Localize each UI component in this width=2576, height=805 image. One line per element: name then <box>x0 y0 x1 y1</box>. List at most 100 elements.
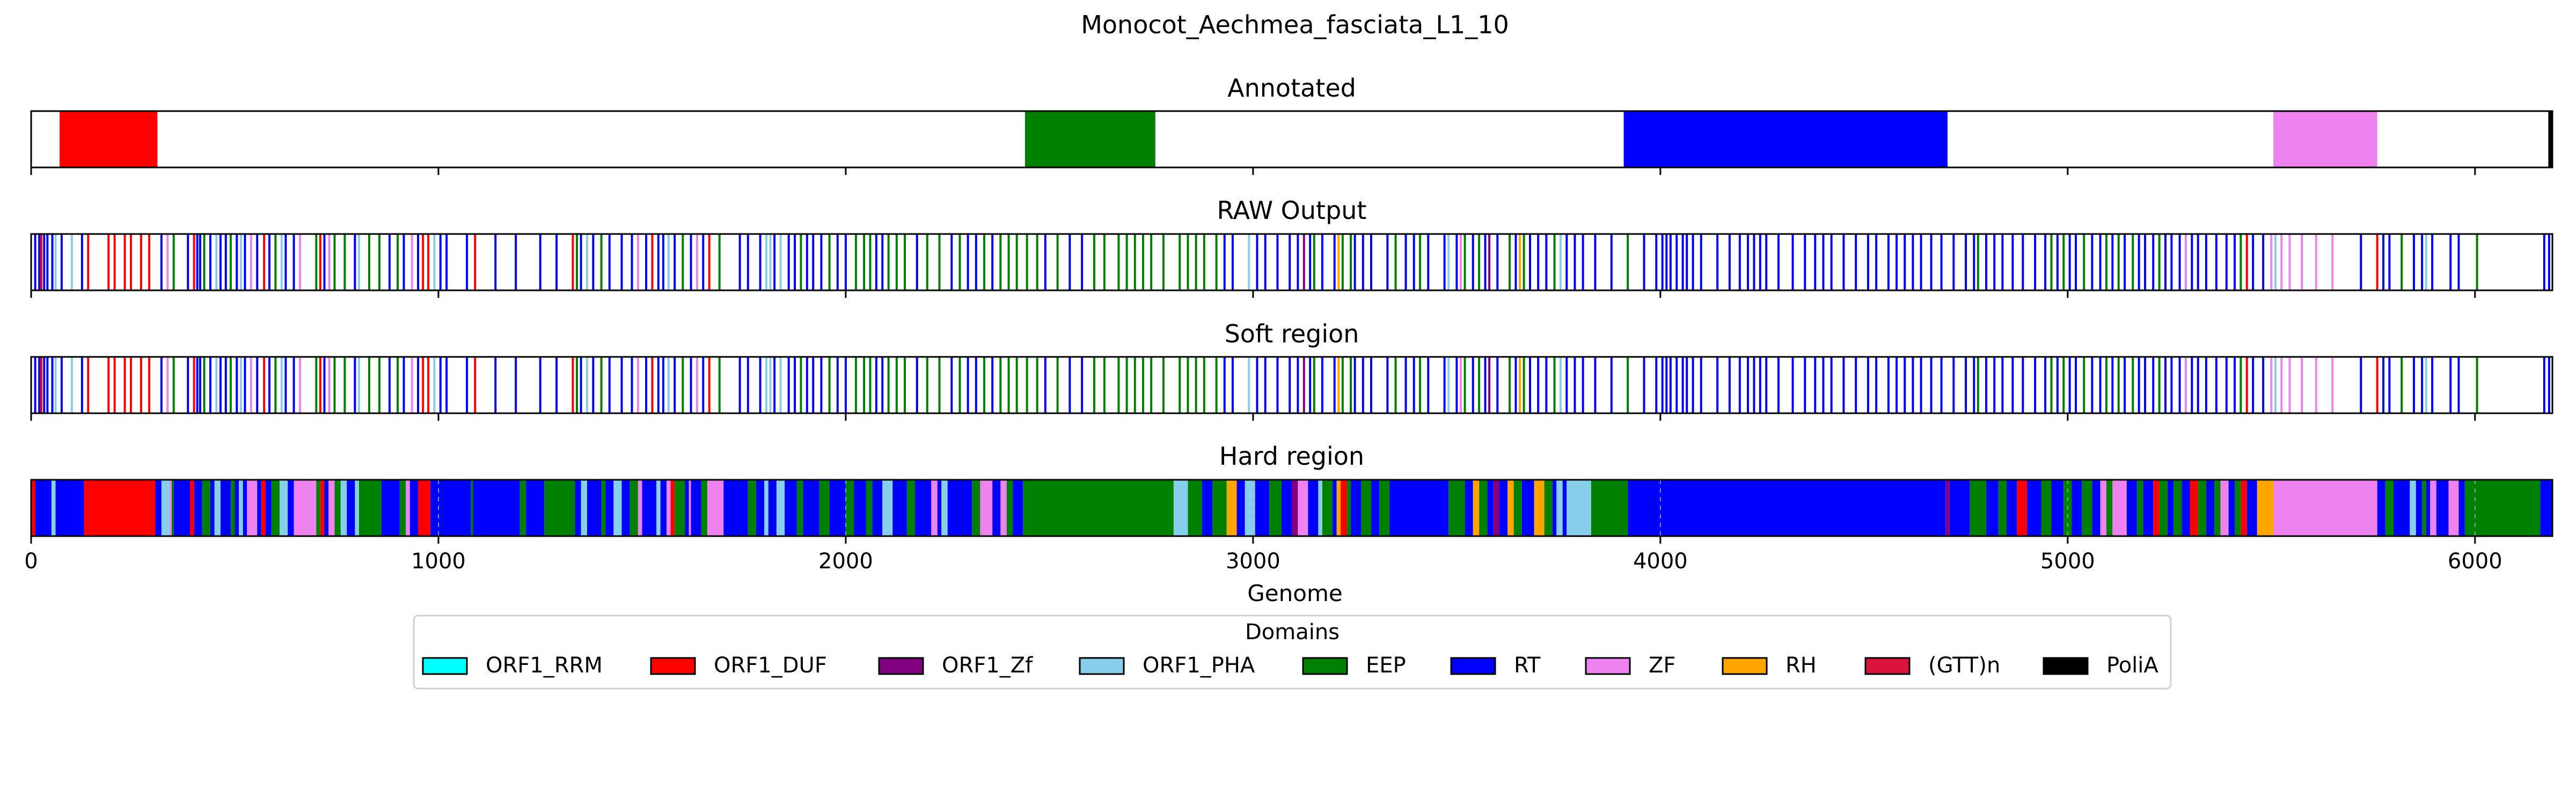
segment-rt <box>288 480 294 536</box>
segment-orf1-duf <box>60 111 158 167</box>
legend-label: (GTT)n <box>1928 653 2000 678</box>
figure-title: Monocot_Aechmea_fasciata_L1_10 <box>1081 10 1509 39</box>
legend-item-orf1-zf: ORF1_Zf <box>878 653 1033 678</box>
segment-orf1-duf <box>670 480 675 536</box>
segment-rt <box>2394 480 2410 536</box>
legend-item-rh: RH <box>1722 653 1817 678</box>
track-title: Hard region <box>1219 442 1364 471</box>
segment-orf1-duf <box>31 480 35 536</box>
segment-eep <box>271 480 280 536</box>
segment-eep <box>1479 480 1488 536</box>
legend-label: RT <box>1514 653 1541 678</box>
segment-rt <box>2051 480 2064 536</box>
segment-orf1-pha <box>51 480 56 536</box>
segment-rt <box>2540 480 2552 536</box>
segment-eep <box>2198 480 2206 536</box>
segment-eep <box>819 480 830 536</box>
segment-eep <box>1998 480 2007 536</box>
segment-rt <box>660 480 667 536</box>
legend-item-zf: ZF <box>1585 653 1675 678</box>
segment-eep <box>2174 480 2182 536</box>
segment-rt <box>768 480 777 536</box>
segment-eep <box>2136 480 2143 536</box>
segment-orf1-pha <box>1245 480 1255 536</box>
segment-eep <box>1212 480 1227 536</box>
legend-swatch <box>1864 657 1911 675</box>
legend-swatch <box>422 657 468 675</box>
legend-swatch <box>1302 657 1348 675</box>
legend-item-orf1-duf: ORF1_DUF <box>650 653 827 678</box>
x-tick-label: 3000 <box>1226 549 1280 574</box>
segment-rt <box>2126 480 2137 536</box>
legend-title: Domains <box>1245 620 1340 645</box>
segment-rt <box>1013 480 1023 536</box>
segment-zf <box>2430 480 2436 536</box>
segment-orf1-pha <box>613 480 622 536</box>
segment-rt <box>2092 480 2101 536</box>
segment-eep <box>2082 480 2092 536</box>
segment-rt <box>829 480 846 536</box>
legend-label: RH <box>1785 653 1817 678</box>
segment-zf <box>1000 480 1007 536</box>
segment-rt <box>526 480 545 536</box>
segment-rt <box>785 480 797 536</box>
segment-rt <box>257 480 261 536</box>
segment-eep <box>230 480 235 536</box>
segment-rt <box>55 480 84 536</box>
x-tick-label: 2000 <box>818 549 873 574</box>
segment-rt <box>2246 480 2257 536</box>
segment-orf1-zf <box>1493 480 1500 536</box>
segment-rt <box>2143 480 2154 536</box>
segment-orf1-duf <box>2153 480 2160 536</box>
segment-orf1-duf <box>2241 480 2247 536</box>
x-tick-label: 1000 <box>411 549 466 574</box>
segment-rt <box>1202 480 1213 536</box>
segment-rt <box>1628 480 1946 536</box>
legend-swatch <box>878 657 924 675</box>
legend-item-orf1-pha: ORF1_PHA <box>1079 653 1255 678</box>
legend-swatch <box>1450 657 1496 675</box>
segment-orf1-pha <box>2410 480 2416 536</box>
segment-orf1-duf <box>1341 480 1347 536</box>
segment-orf1-duf <box>2016 480 2027 536</box>
segment-rt <box>243 480 247 536</box>
segment-rt <box>430 480 471 536</box>
segment-eep <box>316 480 320 536</box>
segment-rt <box>1282 480 1292 536</box>
segment-eep <box>1591 480 1628 536</box>
segment-zf <box>1298 480 1308 536</box>
segment-eep <box>399 480 406 536</box>
segment-rt <box>210 480 215 536</box>
x-tick-label: 0 <box>24 549 38 574</box>
segment-orf1-pha <box>161 480 170 536</box>
segment-rt <box>621 480 630 536</box>
segment-rt <box>575 480 581 536</box>
track-hard-region: Hard region <box>30 442 2553 544</box>
segment-zf <box>931 480 938 536</box>
segment-zf <box>2273 111 2377 167</box>
segment-rt <box>1308 480 1319 536</box>
segment-eep <box>972 480 980 536</box>
segment-rt <box>2426 480 2431 536</box>
segment-zf <box>2112 480 2127 536</box>
x-tick-label: 6000 <box>2448 549 2502 574</box>
legend-label: PoliA <box>2106 653 2158 678</box>
segment-rt <box>1371 480 1380 536</box>
x-axis: 0 1000 2000 3000 4000 5000 6000 <box>24 549 2502 574</box>
segment-rt <box>173 480 190 536</box>
segment-orf1-duf <box>84 480 156 536</box>
segment-eep <box>334 480 341 536</box>
track-frame <box>30 356 2553 414</box>
segment-orf1-duf <box>2190 480 2198 536</box>
legend-label: EEP <box>1366 653 1406 678</box>
segment-rt <box>992 480 1001 536</box>
segment-orf1-pha <box>1173 480 1188 536</box>
segment-zf <box>2273 480 2377 536</box>
segment-rt <box>324 480 329 536</box>
segment-rt <box>1255 480 1270 536</box>
segment-rh <box>2257 480 2274 536</box>
segment-eep <box>675 480 685 536</box>
segment-eep <box>2214 480 2221 536</box>
segment-zf <box>689 480 691 536</box>
legend: Domains ORF1_RRM ORF1_DUF ORF1_Zf ORF1_PHA EE… <box>413 614 2172 690</box>
